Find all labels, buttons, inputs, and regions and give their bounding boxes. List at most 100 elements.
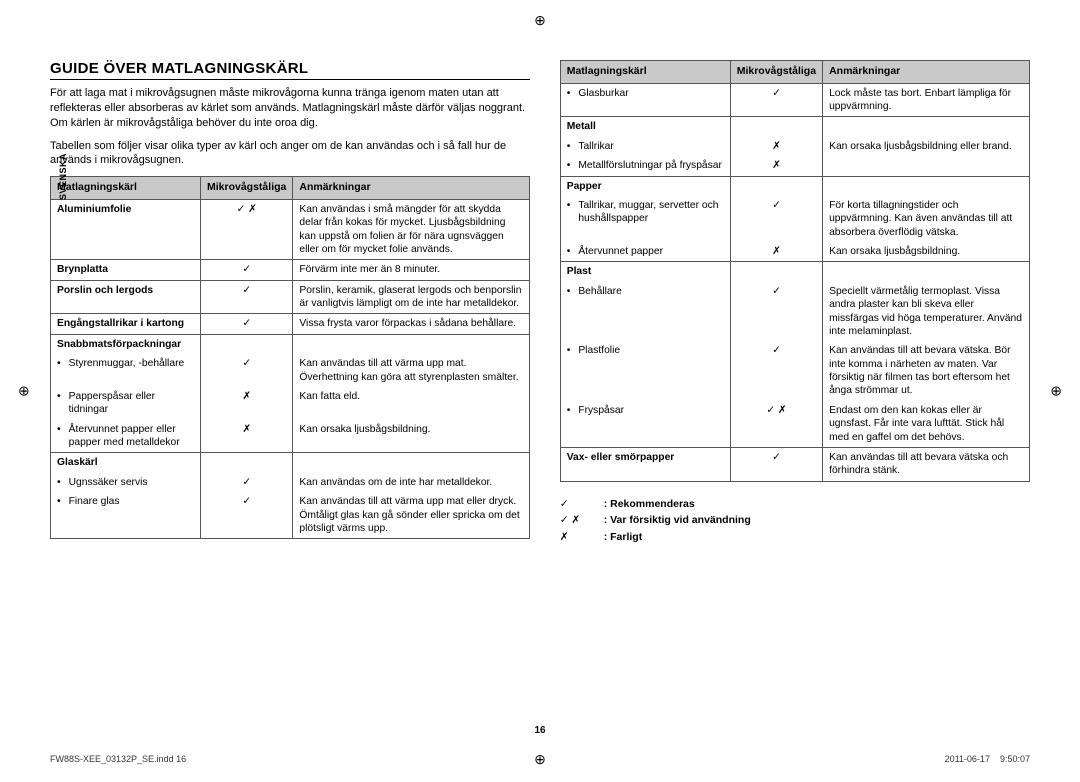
table-row: Metall xyxy=(560,117,1029,137)
th-item: Matlagningskärl xyxy=(51,177,201,200)
bullet-icon: • xyxy=(567,140,571,153)
cell-safe: ✓ xyxy=(730,83,822,117)
cell-safe: ✓ xyxy=(730,447,822,481)
cell-item: Porslin och lergods xyxy=(51,280,201,314)
legend-row: ✓: Rekommenderas xyxy=(560,496,1030,513)
bullet-icon: • xyxy=(57,423,61,450)
cell-item-text: Ugnssäker servis xyxy=(69,476,194,489)
cell-item: • Papperspåsar eller tidningar xyxy=(51,387,201,420)
th-item-r: Matlagningskärl xyxy=(560,61,730,84)
cell-safe: ✗ xyxy=(730,156,822,176)
cell-item-text: Återvunnet papper xyxy=(578,245,723,258)
cell-item: Vax- eller smörpapper xyxy=(560,447,730,481)
crop-mark-top: ⊕ xyxy=(534,12,546,29)
bullet-icon: • xyxy=(57,476,61,489)
cell-notes xyxy=(823,176,1030,196)
cell-item: Glaskärl xyxy=(51,453,201,473)
bullet-icon: • xyxy=(567,87,571,100)
cell-item: •Plastfolie xyxy=(560,341,730,401)
cell-item: Plast xyxy=(560,262,730,282)
cell-item: Papper xyxy=(560,176,730,196)
cell-safe: ✓ ✗ xyxy=(730,401,822,448)
table-row: Porslin och lergods✓Porslin, keramik, gl… xyxy=(51,280,530,314)
table-row: •Tallrikar, muggar, servetter och hushål… xyxy=(560,196,1029,242)
cell-item-text: Fryspåsar xyxy=(578,404,723,417)
legend-symbol: ✓ ✗ xyxy=(560,512,590,529)
cell-safe: ✓ xyxy=(201,314,293,334)
crop-mark-right: ⊕ xyxy=(1050,383,1062,400)
footer-filename: FW88S-XEE_03132P_SE.indd 16 xyxy=(50,754,186,764)
cell-item: • Återvunnet papper eller papper med meta… xyxy=(51,420,201,453)
legend-text: : Farligt xyxy=(604,529,643,546)
language-tab: SVENSKA xyxy=(58,153,68,200)
cell-item: • Ugnssäker servis xyxy=(51,473,201,492)
table-row: Aluminiumfolie✓ ✗Kan användas i små mäng… xyxy=(51,199,530,260)
table-row: •Behållare✓Speciellt värmetålig termopla… xyxy=(560,282,1029,342)
cell-notes: Lock måste tas bort. Enbart lämpliga för… xyxy=(823,83,1030,117)
cell-item: •Tallrikar xyxy=(560,137,730,156)
table-row: •Styrenmuggar, -behållare✓Kan användas t… xyxy=(51,354,530,387)
table-row: •Metallförslutningar på fryspåsar✗ xyxy=(560,156,1029,176)
cell-notes: Kan användas i små mängder för att skydd… xyxy=(293,199,529,260)
cell-item: Engångstallrikar i kartong xyxy=(51,314,201,334)
cell-notes: Kan fatta eld. xyxy=(293,387,529,420)
cell-item: •Styrenmuggar, -behållare xyxy=(51,354,201,387)
cell-item: •Finare glas xyxy=(51,492,201,539)
bullet-icon: • xyxy=(57,390,61,417)
cell-item: •Tallrikar, muggar, servetter och hushål… xyxy=(560,196,730,242)
left-column: GUIDE ÖVER MATLAGNINGSKÄRL För att laga … xyxy=(50,60,530,660)
cell-notes: Endast om den kan kokas eller är ugnsfas… xyxy=(823,401,1030,448)
bullet-icon: • xyxy=(567,245,571,258)
footer-timestamp: 2011-06-17 9:50:07 xyxy=(945,754,1030,764)
cell-notes: För korta tillagningstider och uppvärmni… xyxy=(823,196,1030,242)
cell-item-text: Plastfolie xyxy=(578,344,723,357)
table-row: •Plastfolie✓Kan användas till att bevara… xyxy=(560,341,1029,401)
legend-row: ✓ ✗ : Var försiktig vid användning xyxy=(560,512,1030,529)
cell-safe: ✓ xyxy=(201,280,293,314)
th-notes-r: Anmärkningar xyxy=(823,61,1030,84)
table-row: Vax- eller smörpapper✓Kan användas till … xyxy=(560,447,1029,481)
bullet-icon: • xyxy=(567,285,571,298)
cell-safe: ✓ xyxy=(730,282,822,342)
cell-item: •Glasburkar xyxy=(560,83,730,117)
cell-safe: ✓ xyxy=(730,196,822,242)
bullet-icon: • xyxy=(567,199,571,226)
cell-notes: Kan orsaka ljusbågsbildning. xyxy=(293,420,529,453)
page-content: GUIDE ÖVER MATLAGNINGSKÄRL För att laga … xyxy=(0,0,1080,700)
legend-row: ✗ : Farligt xyxy=(560,529,1030,546)
cell-notes: Kan användas till att bevara vätska och … xyxy=(823,447,1030,481)
intro-paragraph-1: För att laga mat i mikrovågsugnen måste … xyxy=(50,86,530,131)
cell-safe: ✗ xyxy=(730,137,822,156)
cell-item-text: Behållare xyxy=(578,285,723,298)
bullet-icon: • xyxy=(567,159,571,172)
right-column: Matlagningskärl Mikrovågståliga Anmärkni… xyxy=(560,60,1030,660)
cookware-table-left: Matlagningskärl Mikrovågståliga Anmärkni… xyxy=(50,176,530,539)
cell-safe xyxy=(730,176,822,196)
table-row: •Tallrikar✗Kan orsaka ljusbågsbildning e… xyxy=(560,137,1029,156)
th-notes: Anmärkningar xyxy=(293,177,529,200)
cell-notes: Förvärm inte mer än 8 minuter. xyxy=(293,260,529,280)
cell-safe: ✓ ✗ xyxy=(201,199,293,260)
cell-item-text: Styrenmuggar, -behållare xyxy=(69,357,194,370)
table-row: Glaskärl xyxy=(51,453,530,473)
cell-notes: Kan orsaka ljusbågsbildning eller brand. xyxy=(823,137,1030,156)
cell-notes xyxy=(293,334,529,354)
th-safe-r: Mikrovågståliga xyxy=(730,61,822,84)
cell-item-text: Papperspåsar eller tidningar xyxy=(69,390,194,417)
cell-safe: ✓ xyxy=(201,473,293,492)
crop-mark-left: ⊕ xyxy=(18,383,30,400)
th-safe: Mikrovågståliga xyxy=(201,177,293,200)
legend-text: : Var försiktig vid användning xyxy=(604,512,751,529)
cell-notes: Kan användas till att värma upp mat elle… xyxy=(293,492,529,539)
table-row: •Glasburkar✓Lock måste tas bort. Enbart … xyxy=(560,83,1029,117)
legend-symbol: ✗ xyxy=(560,529,590,546)
table-row: •Fryspåsar✓ ✗Endast om den kan kokas ell… xyxy=(560,401,1029,448)
footer: FW88S-XEE_03132P_SE.indd 16 2011-06-17 9… xyxy=(50,754,1030,764)
cell-notes: Vissa frysta varor förpackas i sådana be… xyxy=(293,314,529,334)
table-row: •Ugnssäker servis✓Kan användas om de int… xyxy=(51,473,530,492)
cell-safe: ✗ xyxy=(201,387,293,420)
cell-item-text: Återvunnet papper eller papper med metal… xyxy=(69,423,194,450)
cell-item: Brynplatta xyxy=(51,260,201,280)
cell-notes xyxy=(823,117,1030,137)
cell-item: • Behållare xyxy=(560,282,730,342)
